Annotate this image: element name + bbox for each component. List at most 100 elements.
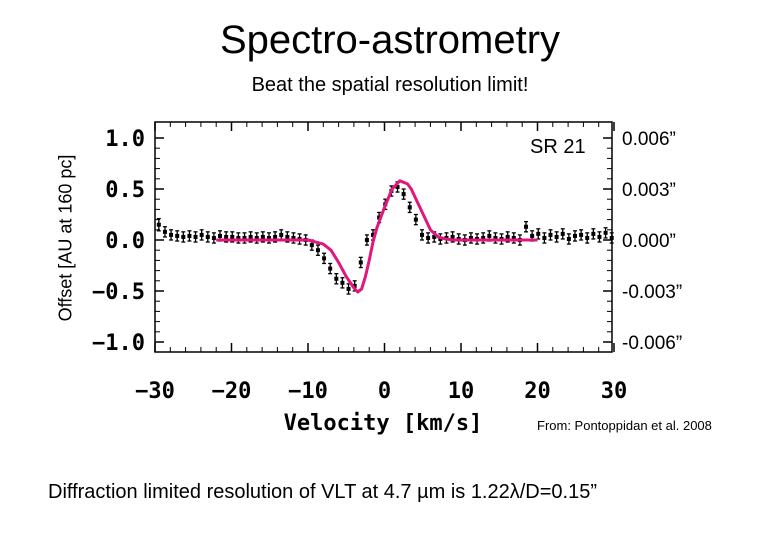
chart-labels: Velocity [km/s] 0.006” 0.003” 0.000” -0.003”…: [284, 129, 683, 436]
data-marker: [603, 230, 608, 235]
x-tick-label: −10: [288, 379, 328, 404]
data-marker: [156, 222, 161, 227]
x-tick-label: 0: [378, 379, 391, 404]
data-marker: [273, 234, 278, 239]
data-point: [205, 231, 210, 243]
data-marker: [468, 235, 473, 240]
data-marker: [591, 231, 596, 236]
data-marker: [242, 235, 247, 240]
data-marker: [352, 283, 357, 288]
data-marker: [169, 232, 174, 237]
data-marker: [328, 266, 333, 271]
data-point: [524, 220, 529, 233]
data-point: [285, 231, 290, 243]
data-marker: [432, 234, 437, 239]
y-tick-label: 0.0: [105, 229, 145, 254]
y-tick-label: 0.5: [105, 178, 145, 203]
footer-note: Diffraction limited resolution of VLT at…: [48, 481, 598, 503]
data-marker: [236, 235, 241, 240]
data-marker: [579, 232, 584, 237]
data-point: [401, 188, 406, 200]
data-marker: [419, 232, 424, 237]
chart-ticks: −30 −20 −10 0 10 20 30 1.0 0.5 0.0 −0.5 −1.0: [92, 122, 627, 404]
y-tick-label: 1.0: [105, 127, 145, 152]
data-marker: [401, 192, 406, 197]
data-point: [413, 213, 418, 226]
data-marker: [340, 280, 345, 285]
data-point: [346, 283, 351, 295]
data-marker: [560, 231, 565, 236]
data-point: [169, 229, 174, 241]
data-marker: [358, 260, 363, 265]
data-marker: [426, 235, 431, 240]
data-marker: [413, 217, 418, 222]
x-tick-label: 10: [448, 379, 475, 404]
data-marker: [181, 234, 186, 239]
x-tick-label: 30: [601, 379, 628, 404]
data-point: [266, 232, 271, 244]
data-marker: [554, 234, 559, 239]
data-point: [493, 232, 498, 244]
data-marker: [346, 286, 351, 291]
data-marker: [254, 235, 259, 240]
data-point: [554, 231, 559, 243]
right-offset-label: 0.000”: [622, 231, 676, 252]
data-point: [193, 231, 198, 243]
x-tick-label: −30: [135, 379, 175, 404]
data-marker: [450, 234, 455, 239]
data-marker: [315, 248, 320, 253]
data-point: [536, 228, 541, 240]
chart-model-curve: [216, 179, 538, 294]
data-point: [468, 232, 473, 244]
data-point: [579, 229, 584, 241]
data-marker: [218, 233, 223, 238]
data-point: [511, 232, 516, 244]
data-point: [175, 230, 180, 242]
data-point: [419, 229, 424, 241]
data-point: [364, 234, 369, 246]
data-marker: [536, 231, 541, 236]
data-marker: [487, 233, 492, 238]
data-point: [542, 232, 547, 244]
data-marker: [260, 234, 265, 239]
data-point: [609, 232, 614, 244]
data-marker: [266, 235, 271, 240]
data-marker: [530, 233, 535, 238]
data-point: [279, 229, 284, 241]
y-tick-label: −1.0: [92, 331, 145, 356]
data-marker: [481, 235, 486, 240]
page-subtitle: Beat the spatial resolution limit!: [251, 74, 529, 96]
data-marker: [291, 235, 296, 240]
data-marker: [175, 233, 180, 238]
data-point: [566, 233, 571, 245]
data-marker: [187, 233, 192, 238]
x-tick-label: 20: [524, 379, 551, 404]
data-point: [328, 262, 333, 275]
data-point: [548, 229, 553, 241]
data-point: [572, 230, 577, 242]
data-marker: [162, 229, 167, 234]
data-marker: [199, 232, 204, 237]
right-offset-label: -0.006”: [622, 333, 682, 354]
data-point: [156, 217, 161, 232]
data-marker: [493, 235, 498, 240]
right-offset-label: 0.006”: [622, 129, 676, 150]
data-marker: [230, 234, 235, 239]
data-marker: [566, 236, 571, 241]
data-point: [199, 229, 204, 241]
data-point: [560, 228, 565, 240]
data-point: [211, 232, 216, 244]
data-marker: [322, 256, 327, 261]
data-marker: [542, 235, 547, 240]
data-marker: [524, 224, 529, 229]
data-point: [358, 256, 363, 269]
x-tick-label: −20: [212, 379, 252, 404]
data-marker: [609, 235, 614, 240]
data-marker: [572, 233, 577, 238]
data-marker: [364, 238, 369, 242]
data-marker: [548, 232, 553, 237]
data-point: [585, 232, 590, 244]
data-point: [407, 201, 412, 214]
data-point: [187, 230, 192, 242]
model-line: [216, 179, 538, 294]
